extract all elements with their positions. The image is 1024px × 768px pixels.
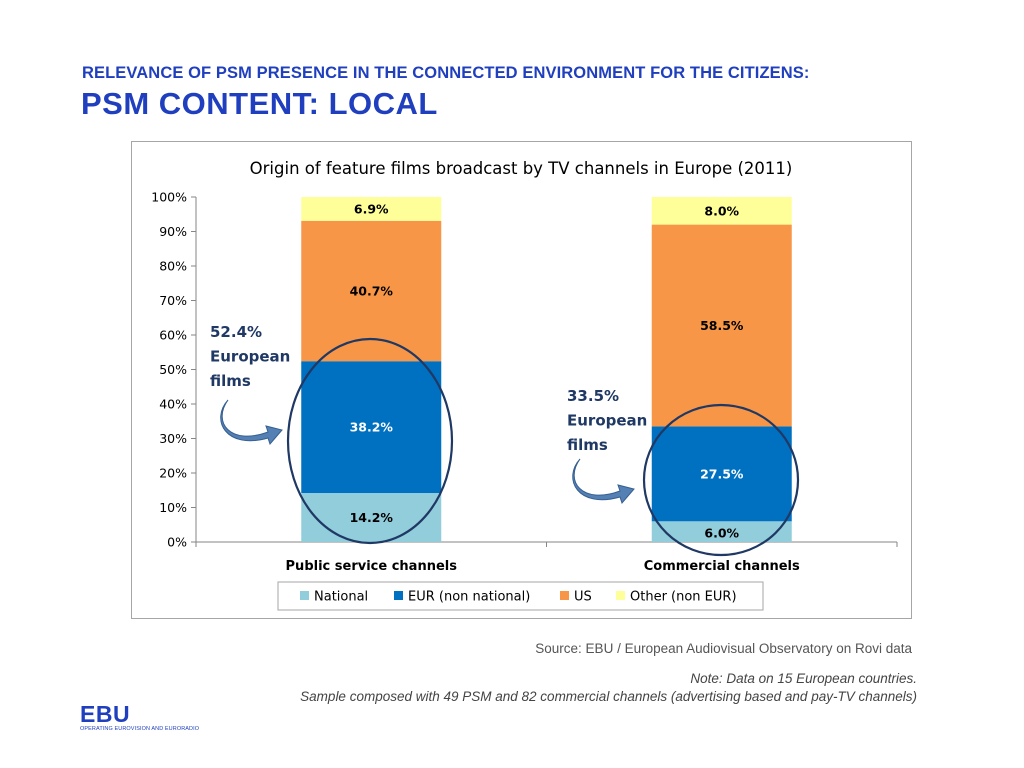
highlight-ellipse [642, 403, 800, 557]
note-line-2: Sample composed with 49 PSM and 82 comme… [300, 689, 917, 704]
y-tick-label: 60% [159, 328, 187, 343]
slide-subtitle: RELEVANCE OF PSM PRESENCE IN THE CONNECT… [82, 64, 810, 82]
data-label: 38.2% [350, 420, 394, 435]
data-label: 8.0% [704, 203, 739, 218]
y-tick-label: 20% [159, 466, 187, 481]
bar-segment [651, 224, 792, 427]
bar-segment [651, 521, 792, 542]
chart-title: Origin of feature films broadcast by TV … [250, 159, 793, 178]
bar-segment [301, 361, 442, 494]
annotation-text: European [210, 348, 290, 366]
y-tick-label: 70% [159, 293, 187, 308]
chart-frame: Origin of feature films broadcast by TV … [131, 141, 912, 619]
annotation-text: films [567, 436, 608, 454]
source-text: Source: EBU / European Audiovisual Obser… [535, 641, 912, 656]
y-tick-label: 30% [159, 431, 187, 446]
annotation-text: films [210, 372, 251, 390]
legend-swatch [394, 591, 403, 600]
annotation-text: European [567, 412, 647, 430]
highlight-ellipse [286, 337, 454, 545]
ebu-logo: EBU OPERATING EUROVISION AND EURORADIO [80, 702, 199, 732]
data-label: 27.5% [700, 466, 744, 481]
y-tick-label: 50% [159, 362, 187, 377]
curved-arrow-icon [220, 399, 283, 445]
data-label: 14.2% [350, 510, 394, 525]
slide-title: PSM CONTENT: LOCAL [81, 86, 438, 121]
bar-segment [301, 220, 442, 362]
legend-label: EUR (non national) [408, 590, 530, 605]
bar-segment [301, 197, 442, 221]
y-tick-label: 10% [159, 500, 187, 515]
category-label: Public service channels [286, 559, 458, 574]
bar-segment [301, 493, 442, 542]
data-label: 6.0% [704, 525, 739, 540]
annotation-text: 33.5% [567, 387, 619, 405]
data-label: 58.5% [700, 318, 744, 333]
legend-swatch [616, 591, 625, 600]
data-label: 6.9% [354, 201, 389, 216]
legend-label: Other (non EUR) [630, 590, 737, 605]
legend-label: US [574, 590, 592, 605]
y-tick-label: 40% [159, 397, 187, 412]
y-tick-label: 100% [151, 190, 187, 205]
note-text: Note: Data on 15 European countries. Sam… [300, 670, 917, 706]
data-label: 40.7% [350, 284, 394, 299]
curved-arrow-icon [572, 458, 635, 504]
note-line-1: Note: Data on 15 European countries. [690, 671, 917, 686]
logo-word: EBU [80, 701, 131, 727]
legend-box [277, 581, 764, 611]
bar-segment [651, 197, 792, 225]
bar-segment [651, 426, 792, 522]
logo-tagline: OPERATING EUROVISION AND EURORADIO [80, 726, 200, 732]
y-tick-label: 90% [159, 224, 187, 239]
annotation-text: 52.4% [210, 323, 262, 341]
y-tick-label: 0% [167, 535, 187, 550]
legend-swatch [300, 591, 309, 600]
legend-swatch [560, 591, 569, 600]
legend-label: National [314, 590, 368, 605]
y-tick-label: 80% [159, 259, 187, 274]
stacked-bar-chart: Origin of feature films broadcast by TV … [151, 159, 898, 611]
category-label: Commercial channels [644, 559, 800, 574]
